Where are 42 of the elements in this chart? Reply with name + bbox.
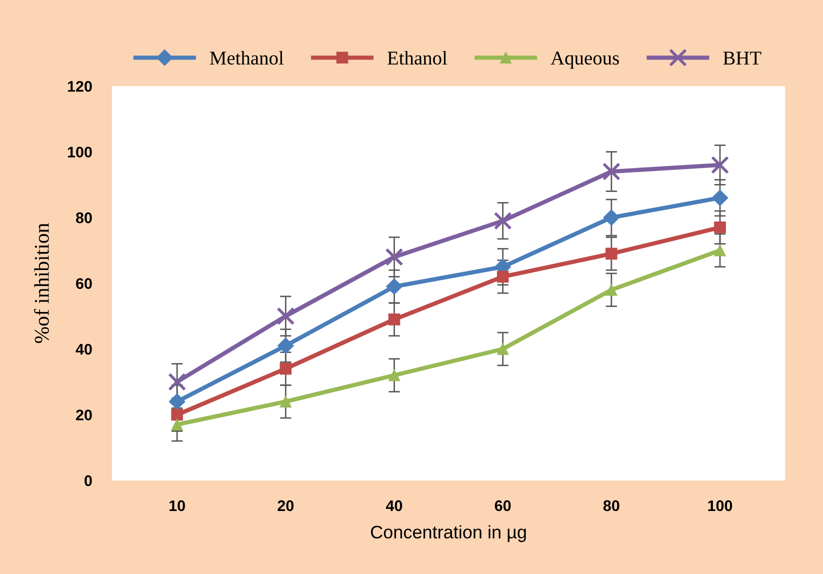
x-tick-label: 80 <box>603 500 620 512</box>
point <box>606 248 618 260</box>
legend-label: BHT <box>723 52 762 65</box>
point <box>280 362 292 375</box>
point <box>276 307 295 326</box>
point <box>388 369 400 382</box>
point <box>710 156 730 174</box>
legend-label: Ethanol <box>388 50 448 65</box>
point <box>496 270 509 283</box>
point <box>714 244 726 256</box>
point <box>606 284 618 296</box>
y-tick-label: 40 <box>76 344 92 355</box>
point <box>171 408 183 421</box>
x-tick-label: 20 <box>278 500 294 512</box>
point <box>496 343 509 355</box>
point <box>171 418 183 430</box>
x-tick-label: 100 <box>708 500 732 512</box>
point <box>280 396 292 408</box>
y-tick-label: 20 <box>76 410 92 420</box>
legend-label: Methanol <box>210 50 284 65</box>
y-tick-label: 0 <box>84 475 92 486</box>
x-tick-label: 60 <box>494 500 511 512</box>
legend-label: Aqueous <box>550 52 619 69</box>
point <box>602 162 620 181</box>
point <box>168 393 186 410</box>
point <box>277 338 294 354</box>
point <box>385 248 404 266</box>
y-tick-label: 120 <box>68 80 92 92</box>
point <box>712 190 728 206</box>
point <box>168 372 186 391</box>
y-tick-label: 80 <box>76 212 92 224</box>
point <box>603 209 620 226</box>
x-tick-label: 40 <box>386 500 402 512</box>
x-axis-title: Concentration in µg <box>370 525 526 542</box>
point <box>386 278 402 295</box>
point <box>494 212 512 230</box>
x-tick-label: 10 <box>170 500 185 512</box>
y-tick-label: 100 <box>68 146 92 158</box>
point <box>714 222 726 234</box>
y-axis-title: %of inhibition <box>34 223 49 344</box>
y-tick-label: 60 <box>76 278 92 289</box>
point <box>388 314 400 326</box>
